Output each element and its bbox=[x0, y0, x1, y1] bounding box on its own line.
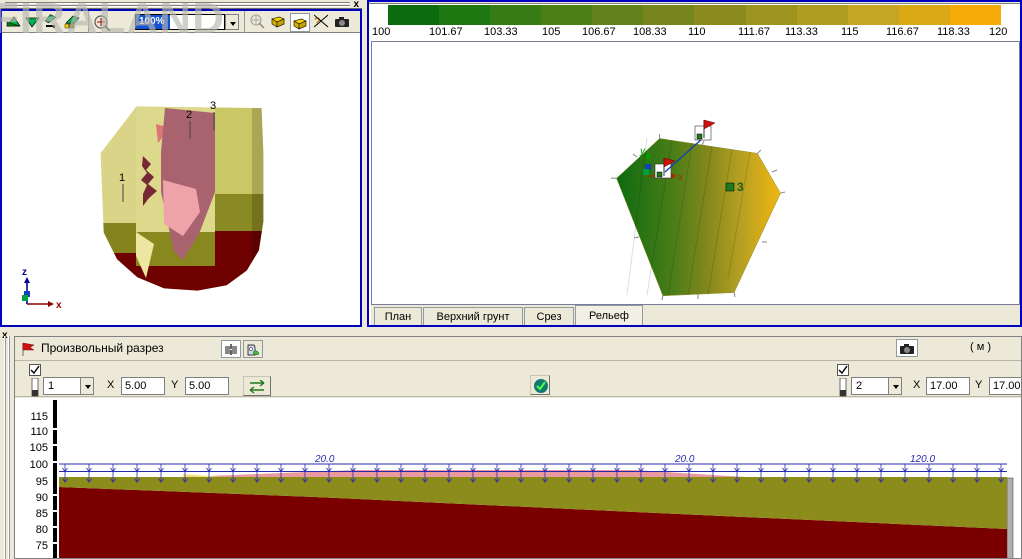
svg-text:1: 1 bbox=[119, 172, 125, 184]
svg-text:90: 90 bbox=[36, 492, 48, 504]
svg-text:100: 100 bbox=[30, 459, 48, 471]
svg-text:2: 2 bbox=[186, 109, 192, 121]
svg-text:105: 105 bbox=[30, 442, 48, 454]
svg-text:110: 110 bbox=[30, 426, 48, 438]
svg-text:x: x bbox=[677, 172, 684, 183]
svg-text:75: 75 bbox=[36, 540, 48, 552]
svg-text:3: 3 bbox=[210, 100, 216, 112]
svg-text:95: 95 bbox=[36, 476, 48, 488]
svg-text:20.0: 20.0 bbox=[314, 454, 335, 465]
svg-text:x: x bbox=[56, 300, 62, 311]
svg-text:3: 3 bbox=[737, 180, 744, 194]
svg-text:115: 115 bbox=[30, 411, 48, 423]
svg-text:20.0: 20.0 bbox=[674, 454, 695, 465]
svg-text:80: 80 bbox=[36, 524, 48, 536]
svg-text:y: y bbox=[639, 146, 646, 157]
svg-text:z: z bbox=[22, 267, 27, 278]
svg-text:85: 85 bbox=[36, 508, 48, 520]
svg-text:120.0: 120.0 bbox=[910, 454, 935, 465]
